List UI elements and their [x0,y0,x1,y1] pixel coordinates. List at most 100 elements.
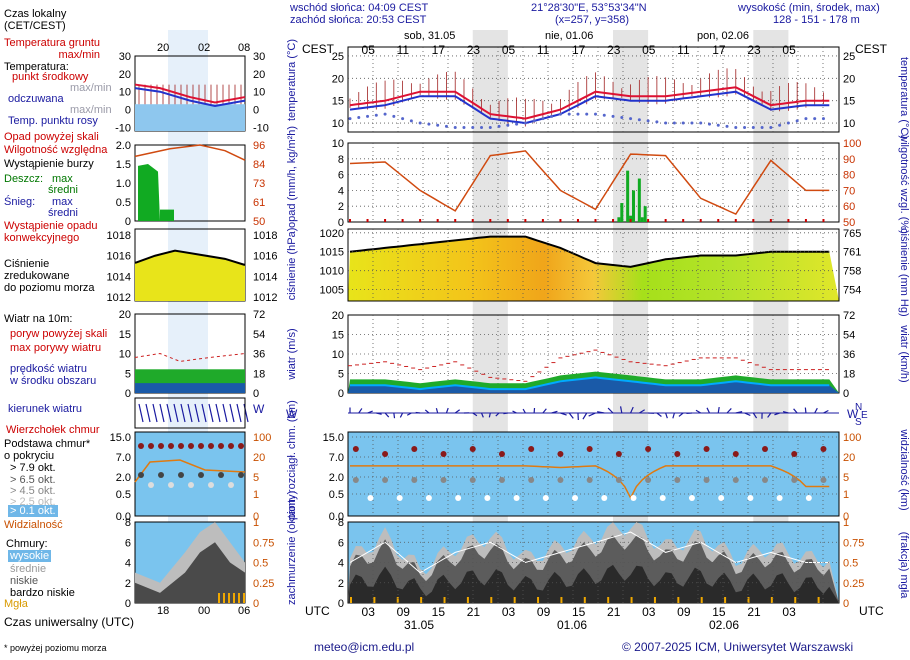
hour-bottom-label: 21 [747,605,761,619]
cloud-top-point [586,446,593,452]
mini-temp-tick-left: 20 [119,69,131,81]
legend-gust-max: max porywy wiatru [10,342,102,354]
dewpoint-point [453,126,457,130]
temp-panel-frame [347,46,840,133]
cloud-top-point [352,446,359,452]
mini-cloud-top-point [198,443,204,449]
dewpoint-point [664,121,668,125]
cloud-base-point [572,495,579,501]
mini-cloud-tick-left: 0.0 [116,511,131,523]
mini-cloud-base-point [168,482,174,488]
compass-e: E [861,410,868,421]
cloud-base-point [455,495,462,501]
cloud-base-point [645,477,652,483]
wind-arrow [495,412,500,417]
cloud-tick-left: 0.0 [329,511,344,523]
wind-arrow [424,409,430,414]
mini-wind-tick-left: 5 [125,368,131,380]
legend-convective: Wystąpienie opadu konwekcyjnego [4,220,98,244]
dewpoint-point [716,123,720,127]
wind-tick-left: 10 [332,349,344,361]
dewpoint-point [804,117,808,121]
fog-tick-right: 0 [843,598,849,610]
dewpoint-point [366,114,370,118]
mini-wind-tick-right: 0 [253,388,259,400]
contact-email[interactable]: meteo@icm.edu.pl [314,640,415,654]
dewpoint-point [541,117,545,121]
hour-top-label: 05 [782,43,796,57]
convective-marker [822,219,825,222]
dewpoint-point [813,117,817,121]
cloud-base-point [396,495,403,501]
convective-marker [647,219,650,222]
mini-local-hour-2: 02 [198,42,211,54]
wind-tick-right: 54 [843,330,855,342]
legend-pressure: Ciśnienie zredukowane do poziomu morza [4,258,95,294]
hour-top-label: 17 [712,43,726,57]
dewpoint-point [699,121,703,125]
dewpoint-point [602,113,606,117]
mini-cloud-base-point [218,472,224,478]
tz-top-right: CEST [855,42,888,56]
hour-top-label: 23 [467,43,481,57]
mini-cloud-tick-left: 7.0 [116,452,131,464]
convective-marker [612,219,615,222]
hour-top-label: 11 [677,43,690,57]
mini-cloud-top-point [208,443,214,449]
mini-fog-bar [228,593,230,603]
mini-humidity-tick-right: 84 [253,159,265,171]
convective-marker [717,219,720,222]
fog-tick-right: 0.75 [843,537,864,549]
dewpoint-point [594,112,597,116]
pressure-panel-frame [347,228,840,302]
wind-arrow [717,406,720,414]
rain-bar [626,170,630,222]
mini-humidity-tick-right: 50 [253,216,265,228]
mini-cloud-top-point [238,443,244,449]
mini-precip-panel-frame [134,144,246,222]
day-label-1: sob, 31.05 [404,30,456,42]
wind-arrow [393,412,396,419]
cloud-vlow-area [348,564,839,603]
dewpoint-point [558,112,562,116]
wind-arrow [367,410,373,414]
precip-tick-left: 8 [338,154,344,166]
cloud-base-point [674,477,681,483]
cloud-base-point [703,477,710,483]
legend-rain: Deszcz: [4,173,44,185]
mini-wind-tick-right: 72 [253,309,265,321]
dewpoint-point [532,119,536,123]
legend-wind-speed: prędkość wiatru w środku obszaru [10,363,97,387]
cloud-base-point [762,477,769,483]
axis-fog-right: (frakcja) mgła [898,531,910,599]
mini-fog-bar [233,593,235,603]
convective-marker [664,219,667,222]
precip-panel-frame [347,142,840,223]
mini-temp-tick-right: -10 [253,122,269,134]
precip-tick-left: 4 [338,185,344,197]
wind-arrow [512,410,517,414]
precip-tick-left: 2 [338,201,344,213]
fog-bar [396,597,399,603]
fog-bar [537,597,540,603]
fog-bar [560,597,563,603]
dewpoint-point [620,115,624,119]
visibility-tick-right: 0 [843,511,849,523]
convective-marker [594,219,597,222]
wind-arrow [744,412,751,416]
mini-visibility-tick-right: 0 [253,511,259,523]
dewpoint-point [637,118,641,122]
dewpoint-point [795,119,799,123]
mini-cloud-tick-left: 0.5 [116,489,131,501]
mini-cover-tick-left: 2 [125,578,131,590]
night-band-2 [613,30,649,603]
pressure-tick-left: 1015 [320,247,344,259]
convective-marker [506,219,509,222]
pressure-tick-left: 1020 [320,228,344,240]
hour-bottom-label: 21 [467,605,481,619]
axis-wind-left: wiatr (m/s) [286,328,298,380]
wind-tick-right: 72 [843,310,855,322]
pressure-tick-left: 1005 [320,285,344,297]
cloud-top-point [615,451,622,457]
legend-cloud-base: Podstawa chmur* o pokryciu [4,438,91,462]
